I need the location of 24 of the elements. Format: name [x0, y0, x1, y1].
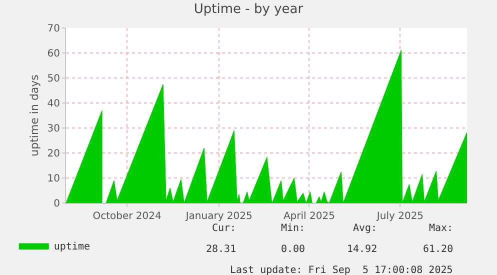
- y-tick-label: 40: [47, 98, 60, 110]
- y-axis-title: uptime in days: [28, 74, 41, 156]
- y-tick-label: 10: [47, 174, 60, 184]
- y-tick-label: 50: [47, 74, 60, 84]
- text: Max:: [429, 223, 454, 234]
- y-tick-label: 0: [54, 198, 60, 210]
- x-tick-label: October 2024: [92, 211, 162, 222]
- text: Last update: Fri Sep 5 17:00:08 2025: [230, 265, 453, 275]
- y-tick-label: 20: [47, 148, 60, 160]
- legend-label: uptime: [54, 241, 90, 252]
- y-tick-label: 60: [47, 48, 60, 60]
- text: Avg:: [353, 223, 378, 234]
- x-tick-label: July 2025: [376, 211, 424, 222]
- x-tick-label: January 2025: [184, 211, 252, 222]
- text: Min:: [281, 223, 306, 234]
- chart-title: Uptime - by year: [194, 2, 304, 18]
- y-tick-label: 70: [47, 24, 60, 34]
- text: 28.31: [206, 244, 236, 255]
- text: 14.92: [347, 244, 378, 255]
- text: 61.20: [423, 244, 454, 255]
- y-tick-label: 30: [47, 124, 60, 134]
- x-tick-label: April 2025: [283, 211, 335, 222]
- text: 0.00: [281, 244, 306, 255]
- text: Cur:: [212, 223, 236, 234]
